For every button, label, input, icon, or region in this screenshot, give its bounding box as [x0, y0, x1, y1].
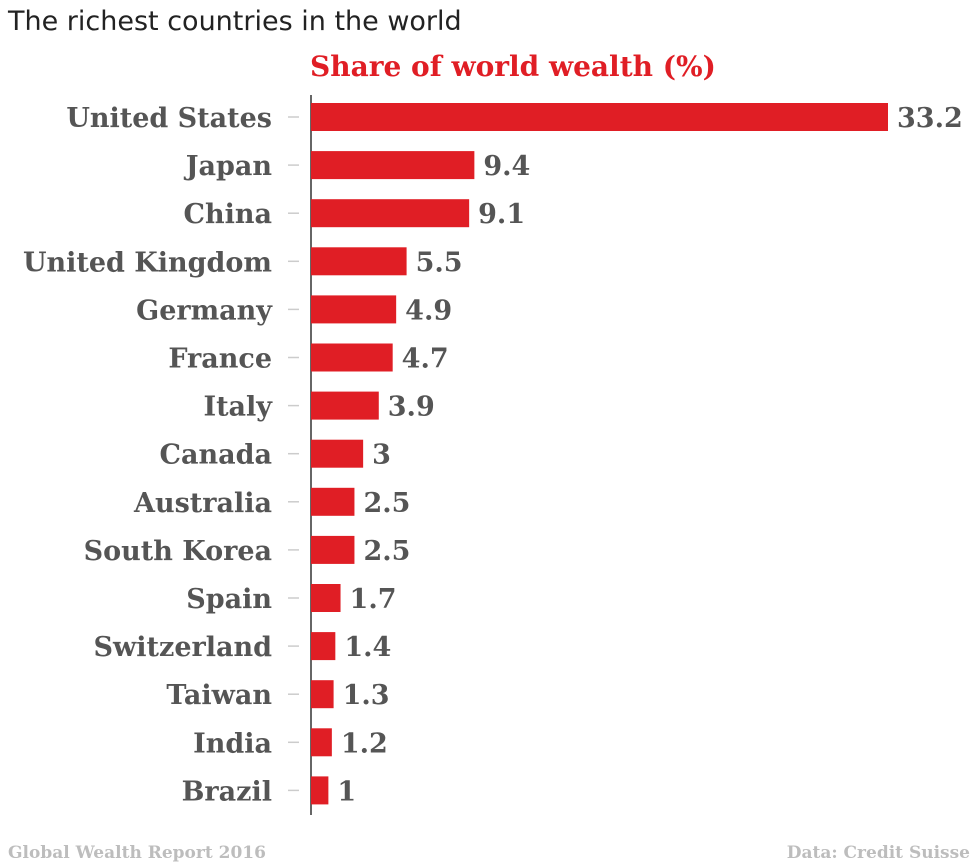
value-label: 1.4 [344, 632, 391, 663]
category-label: South Korea [84, 536, 272, 567]
bar [311, 439, 364, 468]
category-label: Brazil [182, 776, 272, 807]
bar [311, 295, 397, 324]
bar [311, 247, 407, 276]
category-label: China [183, 199, 272, 230]
value-label: 4.9 [405, 295, 452, 326]
category-label: Canada [160, 440, 272, 471]
bar [311, 343, 393, 372]
footer-source-right: Data: Credit Suisse [786, 843, 970, 863]
value-label: 33.2 [897, 103, 963, 134]
bar [311, 535, 355, 564]
value-label: 1.3 [343, 680, 390, 711]
value-label: 5.5 [416, 247, 463, 278]
bar [311, 680, 334, 709]
bar [311, 391, 379, 420]
bar [311, 199, 470, 228]
bar [311, 776, 329, 805]
chart-title: Share of world wealth (%) [310, 50, 716, 83]
footer-source-left: Global Wealth Report 2016 [8, 843, 266, 863]
value-label: 3.9 [388, 392, 435, 423]
value-label: 9.4 [483, 151, 530, 182]
category-label: Australia [133, 488, 272, 519]
bar [311, 632, 336, 661]
category-label: France [168, 344, 272, 375]
category-label: Switzerland [94, 632, 273, 663]
category-label: Germany [136, 295, 273, 326]
bar [311, 487, 355, 516]
value-label: 4.7 [402, 344, 449, 375]
value-label: 1 [337, 776, 356, 807]
value-label: 1.7 [350, 584, 397, 615]
category-label: United States [66, 103, 272, 134]
value-label: 2.5 [363, 536, 410, 567]
value-label: 2.5 [363, 488, 410, 519]
chart-page-title: The richest countries in the world [8, 6, 462, 37]
category-label: United Kingdom [23, 247, 272, 278]
value-label: 1.2 [341, 728, 388, 759]
category-label: India [193, 728, 272, 759]
category-label: Japan [184, 151, 273, 182]
bar [311, 103, 888, 131]
category-label: Italy [203, 392, 273, 423]
bar [311, 584, 341, 612]
category-label: Spain [186, 584, 272, 615]
bar [311, 151, 475, 180]
category-label: Taiwan [166, 680, 272, 711]
value-label: 3 [372, 440, 391, 471]
bar [311, 728, 332, 757]
value-label: 9.1 [478, 199, 525, 230]
